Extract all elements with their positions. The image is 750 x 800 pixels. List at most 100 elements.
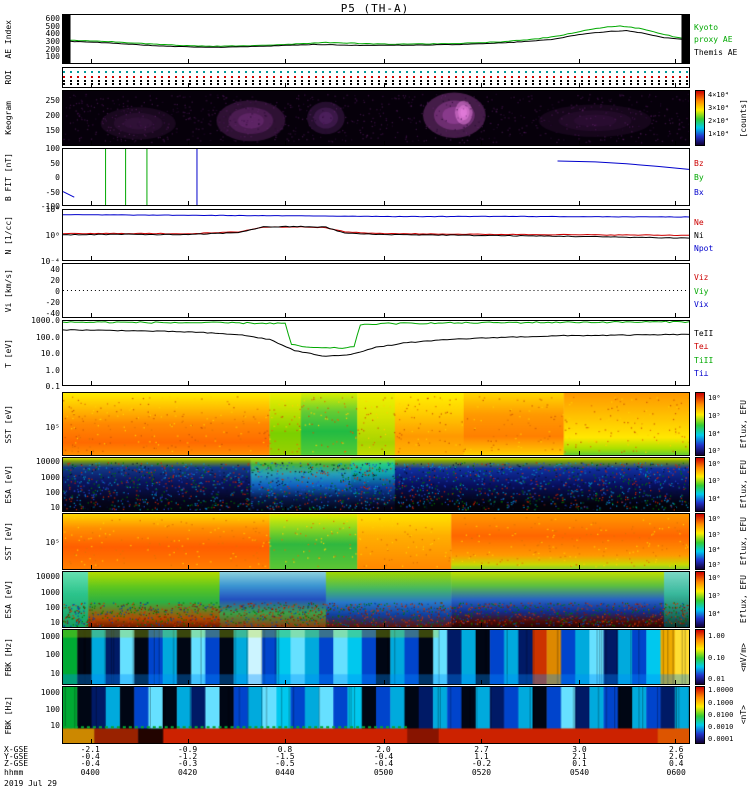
legend-temperature: TeII [694, 329, 714, 339]
colorbar-tick-label: 10³ [708, 561, 721, 570]
x-tick-mark [481, 507, 483, 511]
x-tick-mark [188, 201, 190, 205]
colorbar-gradient [696, 91, 704, 145]
y-tick-label: 100 [45, 144, 60, 153]
colorbar-gradient [696, 572, 704, 627]
colorbar-tick-label: 10⁴ [708, 546, 721, 555]
x-tick-mark [578, 680, 580, 684]
axis-label-text: ROI [4, 70, 13, 85]
footer-value: -0.4 [80, 752, 100, 761]
colorbar-tick-label: 2×10⁴ [708, 117, 730, 126]
axis-label-roi: ROI [1, 67, 16, 88]
colorbar-tick-label: 1×10⁴ [708, 130, 730, 139]
colorbar-tick-label: 0.10 [708, 654, 725, 662]
x-tick-mark [383, 256, 385, 260]
footer-value: 0400 [80, 768, 100, 777]
colorbar-tick-label: 10⁴ [708, 610, 721, 619]
colorbar-unit-text: [counts] [738, 98, 748, 138]
panel-fbk_eff [62, 629, 690, 685]
colorbar-unit-label: Eflux, EFU [737, 571, 749, 628]
legend-velocity: Viy [694, 286, 709, 296]
series-Bx [63, 191, 75, 198]
footer-value: -0.2 [471, 759, 492, 768]
colorbar-tick-label: 10⁶ [708, 394, 721, 403]
x-tick-mark [481, 381, 483, 385]
y-tick-label: 10⁵ [45, 537, 60, 547]
y-tick-label: 1000 [40, 587, 60, 597]
colorbar-tick-label: 1.0000 [708, 686, 734, 695]
panel-bfit [62, 148, 690, 206]
colorbar-gradient [696, 630, 704, 684]
y-tick-label: 10⁰ [45, 231, 60, 240]
y-tick-label: 10⁵ [45, 423, 60, 433]
colorbar-unit-label: <nT> [737, 686, 749, 744]
x-tick-mark [188, 507, 190, 511]
legend-velocity: Viz [694, 272, 709, 282]
spectrogram-esa_electrons [63, 572, 689, 627]
x-tick-mark [383, 59, 385, 63]
dotted-row [63, 75, 689, 78]
legend-temperature: Te⊥ [694, 342, 709, 352]
line-plot-velocity [63, 290, 689, 291]
footer-value: -0.4 [373, 752, 394, 761]
colorbar-tick-label: 0.0100 [708, 710, 734, 719]
colorbar-gradient [696, 393, 704, 455]
colorbar-tick-label: 10⁶ [708, 573, 721, 582]
colorbar-unit-label: Eflux, EFU [737, 513, 749, 570]
panel-fbk_scm [62, 686, 690, 744]
footer-value: -0.3 [177, 759, 198, 768]
dotted-row [63, 83, 689, 86]
footer-value: -0.5 [275, 759, 295, 768]
x-tick-mark [91, 507, 93, 511]
x-tick-mark [578, 507, 580, 511]
x-tick-mark [285, 59, 287, 63]
x-tick-mark [481, 680, 483, 684]
colorbar-unit-text: Eflux, EFU [738, 517, 748, 566]
x-tick-mark [285, 83, 287, 87]
series-TeII [63, 329, 689, 357]
x-tick-mark [578, 565, 580, 569]
y-tick-label: 150 [45, 126, 60, 136]
x-tick-mark [578, 739, 580, 743]
colorbar-unit-text: <nT> [738, 705, 748, 725]
footer-value: 2.6 [668, 745, 684, 754]
x-tick-mark [578, 83, 580, 87]
x-tick-mark [188, 59, 190, 63]
panel-sst_electrons [62, 513, 690, 570]
spectrogram-fbk_scm [63, 687, 689, 743]
colorbar-tick-label: 10⁵ [708, 591, 721, 600]
x-tick-mark [481, 313, 483, 317]
series-Kyoto proxy AE [63, 25, 689, 48]
colorbar-tick-label: 3×10⁴ [708, 104, 730, 113]
y-tick-label: 300 [45, 36, 60, 46]
y-tick-label: 1000.0 [31, 316, 60, 325]
x-tick-mark [578, 313, 580, 317]
footer-value: 0500 [373, 768, 394, 777]
x-tick-mark [91, 680, 93, 684]
x-tick-mark [91, 83, 93, 87]
panel-esa_ions [62, 457, 690, 512]
x-tick-mark [383, 680, 385, 684]
y-tick-label: -100 [40, 202, 60, 211]
legend-density: Npot [694, 244, 714, 253]
x-tick-mark [675, 680, 677, 684]
y-tick-label: 20 [50, 275, 60, 285]
x-tick-mark [285, 451, 287, 455]
legend-velocity: Vix [694, 300, 709, 310]
panel-keogram [62, 90, 690, 146]
series-Ni [63, 225, 689, 239]
colorbar-sst_electrons [695, 513, 705, 570]
series-Bx [557, 160, 689, 170]
colorbar-tick-label: 0.0001 [708, 735, 734, 744]
footer-value: 3.0 [572, 745, 587, 754]
x-tick-mark [91, 313, 93, 317]
x-tick-mark [383, 739, 385, 743]
axis-label-text: SST [eV] [4, 522, 13, 561]
y-tick-label: 400 [45, 29, 60, 39]
x-tick-mark [188, 565, 190, 569]
x-tick-mark [188, 381, 190, 385]
colorbar-tick-label: 10⁵ [708, 477, 721, 486]
x-tick-mark [285, 141, 287, 145]
x-tick-mark [91, 381, 93, 385]
footer-value: 0.4 [668, 759, 684, 768]
